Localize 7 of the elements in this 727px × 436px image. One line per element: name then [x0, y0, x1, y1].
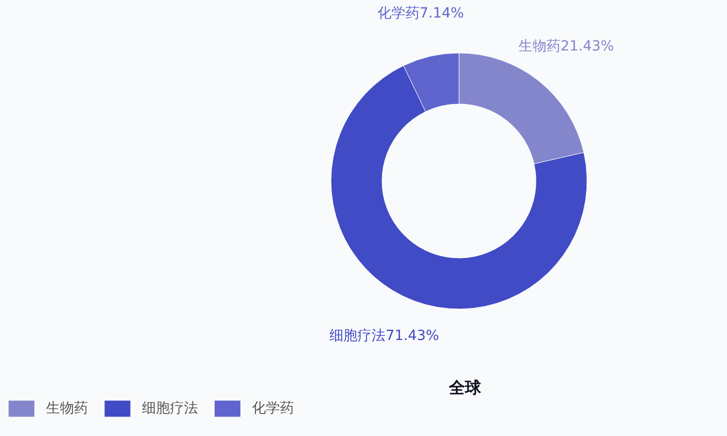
data-label: 细胞疗法71.43% [330, 328, 440, 344]
data-label: 化学药7.14% [378, 5, 464, 22]
legend-label: 细胞疗法 [142, 400, 198, 417]
legend-label: 生物药 [46, 400, 88, 417]
legend-label: 化学药 [252, 400, 294, 417]
text: 全球 [448, 378, 482, 397]
data-label: 生物药21.43% [518, 38, 614, 55]
